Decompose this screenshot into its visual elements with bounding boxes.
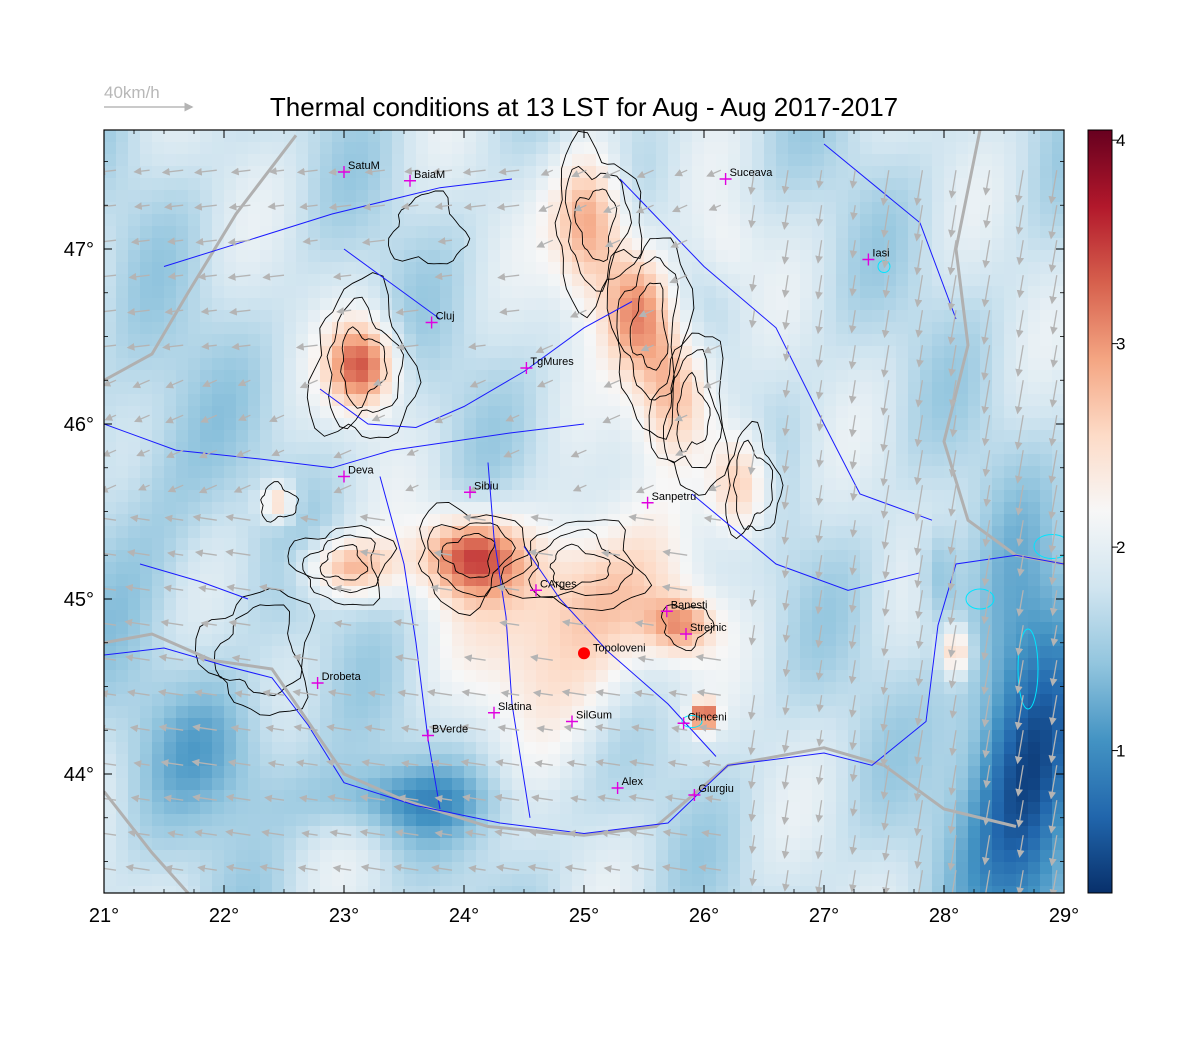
station-label: SatuM: [348, 160, 380, 172]
lon-tick-label: 28°: [929, 905, 959, 927]
highlight-station: Topoloveni: [578, 642, 646, 660]
colorbar-ticks: 1 2 3 4: [1112, 131, 1125, 761]
colorbar-tick-label: 1: [1116, 742, 1125, 761]
highlight-label: Topoloveni: [593, 642, 646, 654]
stations: SatuM BaiaM Suceava Iasi Cluj TgMures Deva Sibi…: [311, 160, 890, 801]
station-satum: SatuM: [338, 160, 380, 178]
thermal-field: [104, 130, 1064, 893]
station-label: Giurgiu: [698, 783, 733, 795]
highlight-marker: [578, 647, 590, 660]
station-marker: [566, 715, 578, 728]
station-marker: [677, 717, 690, 730]
station-label: Suceava: [730, 167, 774, 179]
station-label: Clinceni: [688, 711, 727, 723]
station-label: Iasi: [872, 248, 889, 260]
station-marker: [719, 173, 732, 185]
wind-vectors: [104, 167, 1059, 893]
station-marker: [422, 729, 434, 742]
station-iasi: Iasi: [862, 248, 890, 266]
lon-tick-label: 24°: [449, 905, 479, 927]
map-title: Thermal conditions at 13 LST for Aug - A…: [270, 92, 898, 122]
station-label: BVerde: [432, 724, 468, 736]
station-marker: [862, 253, 875, 266]
lon-tick-label: 29°: [1049, 905, 1079, 927]
station-deva: Deva: [338, 465, 375, 483]
lon-tick-label: 26°: [689, 905, 719, 927]
station-marker: [680, 628, 692, 640]
station-label: Sibiu: [474, 480, 498, 492]
station-label: Cluj: [436, 311, 455, 323]
station-label: Sanpetru: [652, 491, 697, 503]
terrain-contours: [194, 130, 784, 716]
station-marker: [641, 496, 654, 509]
lon-tick-label: 25°: [569, 905, 599, 927]
station-tgmures: TgMures: [520, 356, 574, 374]
lon-tick-label: 22°: [209, 905, 239, 927]
lon-tick-label: 23°: [329, 905, 359, 927]
station-marker: [520, 362, 533, 374]
station-marker: [338, 166, 350, 178]
map-ticks: 21° 22° 23° 24° 25° 26° 27° 28° 29° 44° 45° 46° 47°: [64, 130, 1079, 927]
station-banesti: Banesti: [660, 599, 708, 618]
colorbar-tick-label: 4: [1116, 131, 1125, 150]
station-label: Drobeta: [322, 671, 362, 683]
station-marker: [660, 605, 673, 618]
station-suceava: Suceava: [719, 167, 774, 185]
station-marker: [425, 316, 438, 329]
station-label: Banesti: [671, 599, 708, 611]
station-carges: CArges: [530, 578, 577, 597]
station-label: Deva: [348, 465, 375, 477]
station-label: CArges: [540, 578, 577, 590]
station-marker: [688, 789, 701, 801]
station-baiam: BaiaM: [404, 169, 445, 187]
station-marker: [611, 782, 624, 794]
colorbar-tick-label: 3: [1116, 335, 1125, 354]
station-label: TgMures: [530, 356, 574, 368]
map-panel: SatuM BaiaM Suceava Iasi Cluj TgMures Deva Sibi…: [64, 129, 1079, 927]
station-drobeta: Drobeta: [311, 671, 362, 689]
station-clinceni: Clinceni: [677, 711, 727, 730]
station-label: SilGum: [576, 710, 612, 722]
station-bverde: BVerde: [422, 724, 468, 742]
station-alex: Alex: [611, 776, 644, 794]
station-strejnic: Strejnic: [680, 622, 727, 640]
colorbar: 1 2 3 4: [1087, 129, 1125, 894]
station-silgum: SilGum: [566, 710, 612, 728]
lat-tick-label: 45°: [64, 589, 94, 611]
lat-tick-label: 46°: [64, 414, 94, 436]
wind-scale-label: 40km/h: [104, 83, 160, 102]
wind-scale-reference: 40km/h: [104, 83, 194, 112]
station-sanpetru: Sanpetru: [641, 491, 697, 509]
station-marker: [311, 677, 324, 689]
lon-tick-label: 21°: [89, 905, 119, 927]
station-slatina: Slatina: [488, 701, 533, 719]
station-marker: [488, 706, 500, 719]
station-label: Slatina: [498, 701, 533, 713]
lat-tick-label: 44°: [64, 764, 94, 786]
station-cluj: Cluj: [425, 311, 455, 329]
station-label: Strejnic: [690, 622, 727, 634]
colorbar-ramp: [1087, 129, 1113, 894]
station-label: Alex: [622, 776, 644, 788]
station-marker: [530, 584, 542, 597]
station-marker: [464, 486, 476, 499]
station-marker: [338, 470, 350, 483]
station-marker: [404, 174, 416, 187]
station-sibiu: Sibiu: [464, 480, 498, 499]
station-label: BaiaM: [414, 169, 445, 181]
lat-tick-label: 47°: [64, 239, 94, 261]
station-giurgiu: Giurgiu: [688, 783, 734, 801]
lon-tick-label: 27°: [809, 905, 839, 927]
colorbar-tick-label: 2: [1116, 538, 1125, 557]
